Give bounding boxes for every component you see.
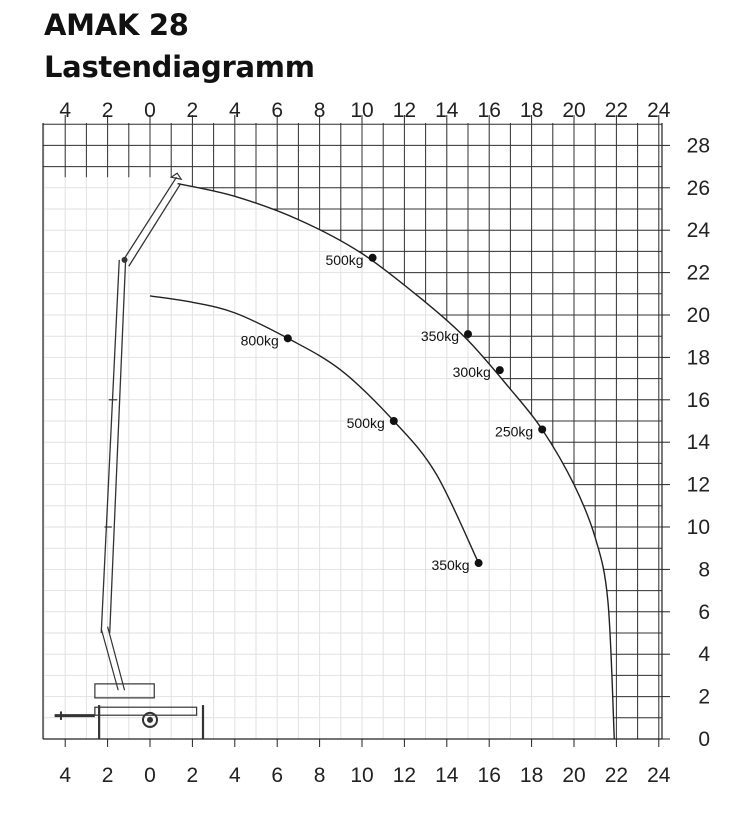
x-tick-label-top: 4 xyxy=(59,99,71,122)
fine-grid xyxy=(43,123,662,740)
boom-tip xyxy=(169,172,183,181)
x-tick-label-bottom: 12 xyxy=(393,764,416,787)
boom-joint xyxy=(121,256,128,263)
load-point xyxy=(368,253,377,262)
x-tick-label-top: 18 xyxy=(520,99,543,122)
crane-part xyxy=(122,176,178,261)
chart-title: AMAK 28 xyxy=(44,8,189,42)
trailer-wheel-hub xyxy=(147,716,153,723)
y-tick-label: 18 xyxy=(687,346,710,369)
y-tick-label: 12 xyxy=(687,474,710,497)
y-tick-label: 0 xyxy=(698,728,710,751)
chart-subtitle: Lastendiagramm xyxy=(44,50,315,84)
y-tick-label: 24 xyxy=(687,219,711,242)
crane-part xyxy=(107,626,126,691)
load-point-label: 500kg xyxy=(325,252,363,268)
load-curves xyxy=(149,182,615,740)
load-point-label: 350kg xyxy=(431,557,469,573)
crane-part xyxy=(100,259,120,634)
load-point-label: 800kg xyxy=(241,332,279,348)
crane-part xyxy=(100,628,119,691)
trailer-wheel xyxy=(142,711,158,728)
x-tick-label-bottom: 14 xyxy=(435,764,459,787)
inner-load-curve xyxy=(149,295,480,564)
x-tick-label-top: 24 xyxy=(647,99,671,122)
x-tick-label-bottom: 10 xyxy=(350,764,373,787)
x-tick-label-top: 2 xyxy=(102,99,114,122)
x-tick-label-top: 0 xyxy=(144,99,156,122)
x-tick-label-top: 12 xyxy=(393,99,416,122)
x-tick-label-bottom: 24 xyxy=(647,764,671,787)
y-tick-label: 14 xyxy=(687,431,711,454)
y-tick-label: 28 xyxy=(687,134,710,157)
x-tick-label-bottom: 0 xyxy=(144,764,156,787)
load-point-label: 250kg xyxy=(495,423,533,439)
x-tick-label-bottom: 20 xyxy=(562,764,585,787)
y-tick-label: 20 xyxy=(687,304,710,327)
x-tick-label-top: 2 xyxy=(187,99,199,122)
load-point xyxy=(495,366,504,375)
crane-part xyxy=(128,183,182,267)
x-tick-label-bottom: 2 xyxy=(187,764,199,787)
x-tick-label-bottom: 6 xyxy=(271,764,283,787)
y-tick-label: 26 xyxy=(687,177,710,200)
y-tick-label: 6 xyxy=(698,601,710,624)
y-tick-label: 16 xyxy=(687,389,710,412)
crane-turret xyxy=(94,683,155,699)
load-point-label: 350kg xyxy=(421,328,459,344)
load-point xyxy=(474,559,483,568)
y-tick-label: 8 xyxy=(698,558,710,581)
x-tick-label-top: 4 xyxy=(229,99,241,122)
x-tick-label-bottom: 22 xyxy=(605,764,628,787)
x-tick-label-bottom: 4 xyxy=(229,764,241,787)
load-point xyxy=(283,334,292,343)
x-tick-label-top: 22 xyxy=(605,99,628,122)
crane-drawing xyxy=(54,172,205,739)
x-tick-label-top: 8 xyxy=(314,99,326,122)
x-tick-label-top: 10 xyxy=(350,99,373,122)
load-point-label: 500kg xyxy=(347,415,385,431)
crane-part xyxy=(109,259,127,634)
load-points: 500kg 350kg 300kg 250kg 800kg 500kg 350kg xyxy=(241,252,547,573)
load-point xyxy=(464,330,472,339)
y-tick-label: 4 xyxy=(698,643,710,666)
outer-load-curve xyxy=(177,182,615,740)
x-tick-label-top: 16 xyxy=(478,99,501,122)
y-tick-label: 22 xyxy=(687,262,710,285)
y-tick-label: 2 xyxy=(698,686,710,709)
load-point xyxy=(538,425,547,434)
x-tick-label-bottom: 4 xyxy=(59,764,71,787)
x-tick-label-bottom: 8 xyxy=(314,764,326,787)
x-tick-label-top: 14 xyxy=(435,99,459,122)
y-tick-label: 10 xyxy=(687,516,710,539)
tick-labels: 4422002244668810101212141416161818202022… xyxy=(59,99,710,787)
x-tick-label-top: 20 xyxy=(562,99,585,122)
x-tick-label-bottom: 18 xyxy=(520,764,543,787)
load-point-label: 300kg xyxy=(453,364,491,380)
coarse-grid xyxy=(43,123,662,739)
x-tick-label-bottom: 16 xyxy=(478,764,501,787)
load-point xyxy=(389,417,398,425)
x-tick-label-top: 6 xyxy=(271,99,283,122)
x-tick-label-bottom: 2 xyxy=(102,764,114,787)
chart-frame xyxy=(42,115,670,747)
